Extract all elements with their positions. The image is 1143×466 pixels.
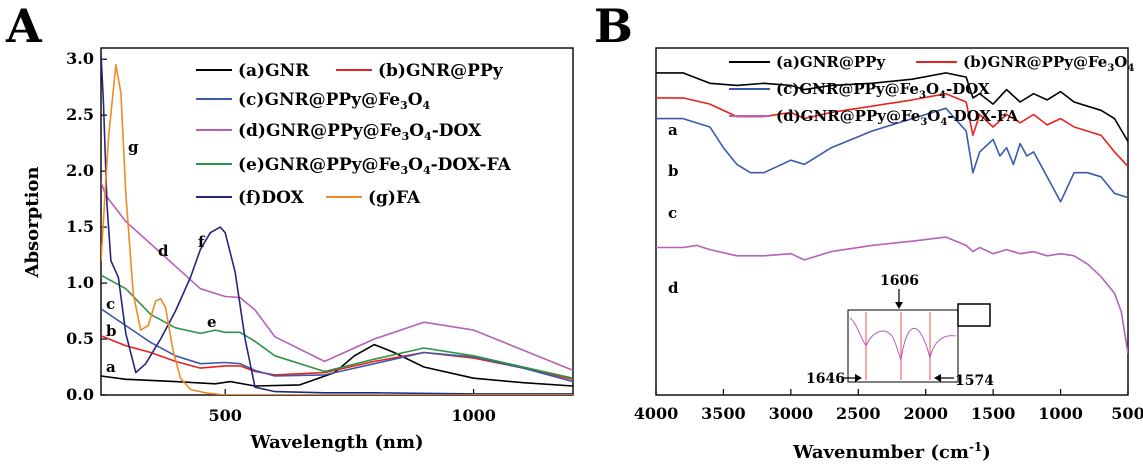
legend-a-label-b: (b)GNR@PPy	[378, 61, 504, 81]
a-curve-letter-b: b	[106, 322, 117, 340]
legend-b-label-d: (d)GNR@PPy@Fe3O4-DOX-FA	[776, 107, 1018, 128]
panel-a: A 0.0 0.5 1.0 1.5 2.0 2.5 3.0 500 1000 abc d e f g A…	[5, 0, 574, 453]
a-ytick-label: 1.5	[66, 217, 94, 236]
a-series-e	[101, 274, 573, 379]
annotation-1574: 1574	[955, 373, 994, 389]
panel-a-y-axis-label: Absorption	[22, 166, 43, 278]
a-curve-letter-e: e	[207, 313, 217, 331]
b-series-d	[656, 236, 1128, 354]
b-series-a	[656, 72, 1128, 142]
panel-b-legend: (a)GNR@PPy (b)GNR@PPy@Fe3O4 (c)GNR@PPy@F…	[729, 53, 1134, 128]
a-xtick-label: 1000	[451, 406, 496, 425]
a-ytick-label: 2.0	[66, 161, 94, 180]
panel-b: B 4000 3500 3000 2500 2000 1500 1000 500 a b c d W…	[594, 0, 1143, 463]
legend-b-label-a: (a)GNR@PPy	[776, 53, 886, 71]
b-xtick-label: 1000	[1038, 404, 1083, 423]
a-series-g	[101, 64, 573, 395]
a-series-c	[101, 308, 573, 383]
a-curve-letter-g: g	[128, 138, 139, 156]
a-ytick-label: 1.0	[66, 273, 94, 292]
arrow-1646-head	[855, 374, 862, 382]
arrow-1606-head	[895, 302, 903, 309]
legend-a-label-a: (a)GNR	[238, 61, 310, 81]
panel-b-x-axis-label: Wavenumber (cm-1)	[792, 440, 991, 463]
annotation-1606: 1606	[880, 273, 919, 289]
legend-a-label-d: (d)GNR@PPy@Fe3O4-DOX	[238, 121, 482, 143]
b-series-b	[656, 92, 1128, 167]
legend-a-label-c: (c)GNR@PPy@Fe3O4	[238, 90, 431, 112]
inset-frame	[847, 309, 959, 383]
panel-a-curves	[101, 53, 573, 395]
b-xtick-label: 2000	[903, 404, 948, 423]
panel-a-letter: A	[5, 0, 43, 53]
panel-a-curve-letters: abc d e f g	[106, 138, 217, 376]
a-xtick-label: 500	[209, 406, 242, 425]
b-series-c	[656, 107, 1128, 203]
arrow-1574-head	[934, 374, 941, 382]
a-ytick-label: 2.5	[66, 105, 94, 124]
panel-b-ticks: 4000 3500 3000 2500 2000 1500 1000 500	[634, 389, 1143, 423]
a-curve-letter-a: a	[106, 358, 116, 376]
b-xtick-label: 4000	[634, 404, 679, 423]
b-xtick-label: 500	[1111, 404, 1143, 423]
b-xtick-label: 3500	[701, 404, 746, 423]
a-series-a	[101, 343, 573, 387]
panel-b-curve-letters: a b c d	[668, 121, 679, 297]
highlight-box	[957, 303, 991, 327]
legend-a-label-f: (f)DOX	[238, 188, 305, 208]
panel-b-inset: 1606 1646 1574	[806, 273, 994, 389]
b-curve-letter-a: a	[668, 121, 678, 139]
a-ytick-label: 3.0	[66, 49, 94, 68]
panel-b-curves	[656, 72, 1128, 354]
a-curve-letter-d: d	[158, 242, 169, 260]
a-curve-letter-f: f	[198, 233, 206, 251]
legend-b-label-b: (b)GNR@PPy@Fe3O4	[963, 53, 1134, 74]
b-curve-letter-c: c	[668, 204, 677, 222]
b-curve-letter-b: b	[668, 162, 679, 180]
panel-a-legend: (a)GNR (b)GNR@PPy (c)GNR@PPy@Fe3O4 (d)GN…	[196, 61, 512, 208]
b-xtick-label: 2500	[836, 404, 881, 423]
a-curve-letter-c: c	[106, 295, 115, 313]
panel-b-letter: B	[594, 0, 633, 53]
legend-a-label-g: (g)FA	[368, 188, 421, 208]
panel-b-plot-frame	[655, 47, 1129, 396]
a-ytick-label: 0.5	[66, 329, 94, 348]
annotation-1646: 1646	[806, 371, 845, 387]
a-series-f	[101, 53, 573, 395]
b-curve-letter-d: d	[668, 279, 679, 297]
a-ytick-label: 0.0	[66, 385, 94, 404]
panel-a-x-axis-label: Wavelength (nm)	[249, 432, 423, 453]
b-xtick-label: 3000	[769, 404, 814, 423]
b-xtick-label: 1500	[971, 404, 1016, 423]
a-series-d	[101, 182, 573, 372]
legend-b-label-c: (c)GNR@PPy@Fe3O4-DOX	[776, 80, 990, 101]
legend-a-label-e: (e)GNR@PPy@Fe3O4-DOX-FA	[238, 155, 512, 177]
inset-curve	[849, 317, 957, 362]
